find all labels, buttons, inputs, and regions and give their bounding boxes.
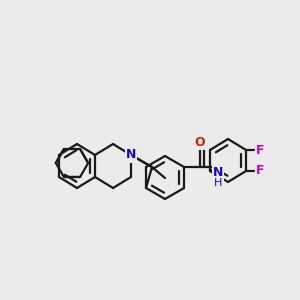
Text: N: N — [126, 148, 136, 161]
Text: O: O — [195, 136, 205, 148]
Text: H: H — [214, 178, 222, 188]
Text: N: N — [213, 167, 223, 179]
Text: F: F — [256, 143, 264, 157]
Text: F: F — [256, 164, 264, 178]
